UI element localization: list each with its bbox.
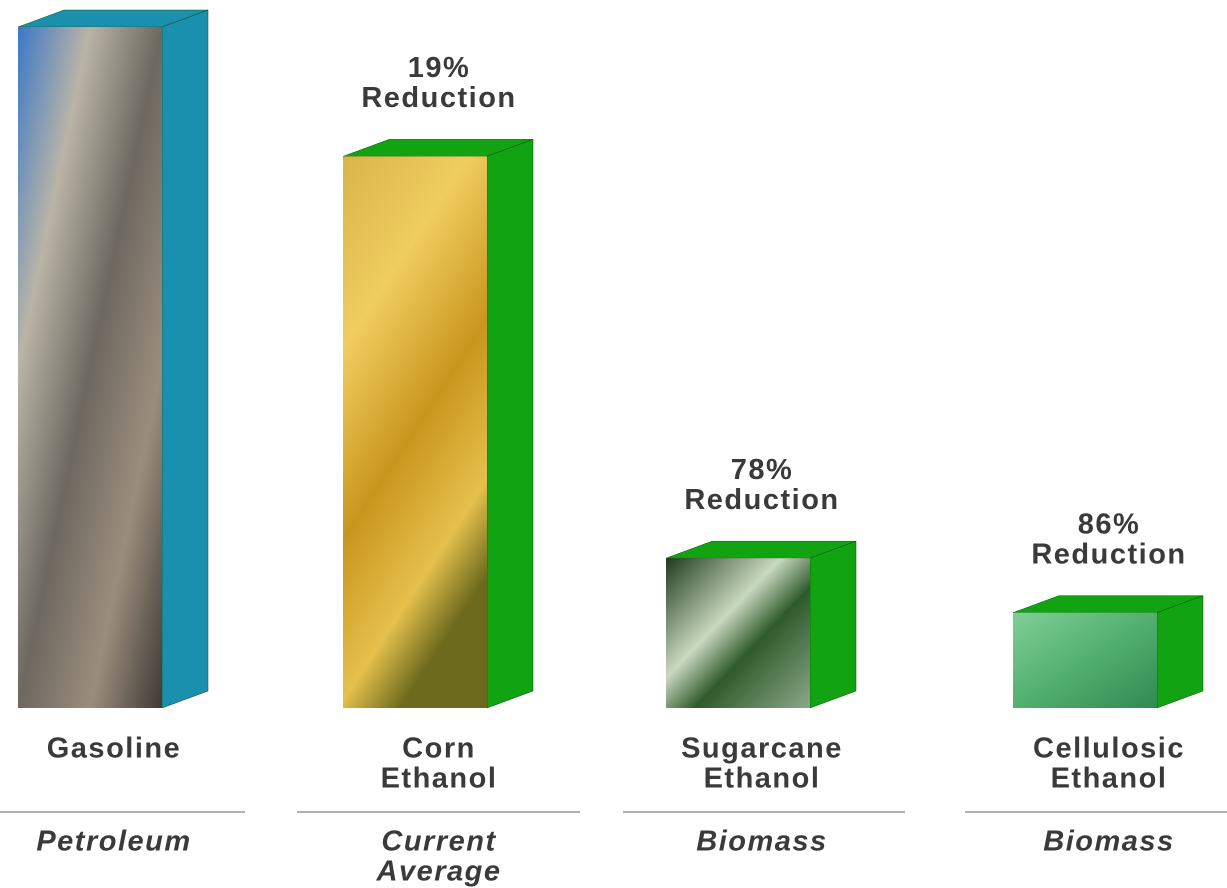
bar bbox=[343, 156, 487, 708]
bar-annotation: 78% bbox=[731, 454, 794, 486]
bar-side bbox=[486, 139, 534, 709]
bar bbox=[1013, 612, 1157, 708]
category-label: Corn bbox=[402, 733, 476, 765]
subcategory-label: Biomass bbox=[696, 826, 827, 858]
subcategory-label: Biomass bbox=[1043, 826, 1174, 858]
subcategory-label: Current bbox=[381, 826, 496, 858]
category-label: Ethanol bbox=[704, 763, 821, 795]
category-label: Cellulosic bbox=[1033, 733, 1185, 765]
category-label: Sugarcane bbox=[681, 733, 843, 765]
bar-side bbox=[1156, 595, 1204, 709]
bar-side bbox=[809, 540, 857, 709]
bar bbox=[666, 558, 810, 708]
bar-annotation: Reduction bbox=[1031, 538, 1186, 570]
bar-annotation: 86% bbox=[1078, 508, 1141, 540]
bar-annotation: 19% bbox=[408, 52, 471, 84]
category-label: Ethanol bbox=[381, 763, 498, 795]
bar bbox=[18, 27, 162, 708]
subcategory-label: Average bbox=[376, 856, 502, 888]
bar-annotation: Reduction bbox=[361, 82, 516, 114]
category-label: Gasoline bbox=[47, 733, 182, 765]
subcategory-label: Petroleum bbox=[36, 826, 191, 858]
bar-annotation: Reduction bbox=[684, 484, 839, 516]
category-label: Ethanol bbox=[1051, 763, 1168, 795]
bar-side bbox=[161, 9, 209, 709]
